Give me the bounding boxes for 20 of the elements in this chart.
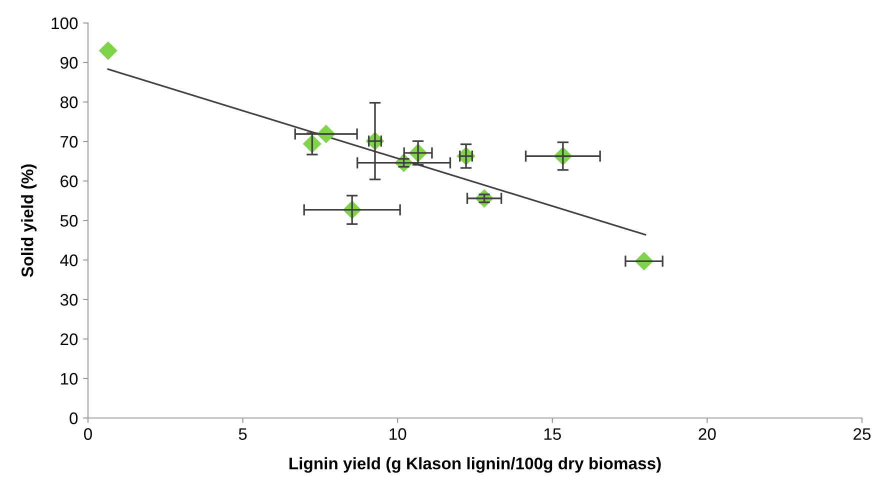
x-tick-label: 5 bbox=[238, 428, 247, 440]
y-tick-label: 90 bbox=[60, 56, 78, 69]
x-tick-label: 15 bbox=[544, 428, 561, 440]
y-axis-title: Solid yield (%) bbox=[21, 164, 37, 277]
y-tick-label: 10 bbox=[61, 372, 78, 385]
y-tick-label: 80 bbox=[60, 96, 78, 108]
y-tick-label: 70 bbox=[60, 136, 78, 148]
x-tick-label: 0 bbox=[84, 428, 92, 440]
y-tick-label: 20 bbox=[60, 333, 78, 346]
y-tick-label: 100 bbox=[52, 17, 78, 30]
y-tick-label: 0 bbox=[70, 412, 78, 424]
point bbox=[98, 41, 118, 60]
y-tick-label: 30 bbox=[60, 294, 78, 306]
x-tick-label: 20 bbox=[698, 428, 716, 440]
x-tick-label: 25 bbox=[854, 428, 871, 440]
y-tick-label: 40 bbox=[60, 254, 78, 266]
y-tick-label: 60 bbox=[60, 175, 78, 188]
x-tick-label: 10 bbox=[390, 428, 406, 440]
y-tick-label: 50 bbox=[60, 214, 78, 227]
x-axis-title: Lignin yield (g Klason lignin/100g dry biomass) bbox=[290, 457, 661, 473]
